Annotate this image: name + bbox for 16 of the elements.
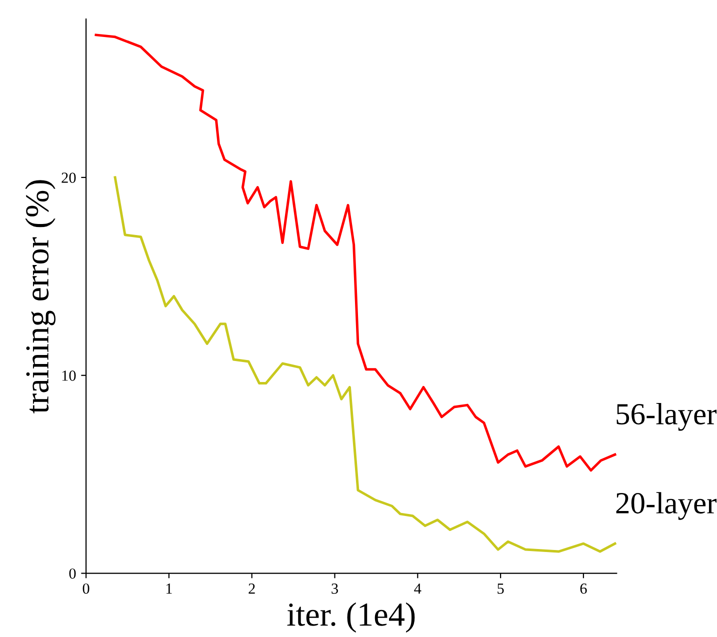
series-label: 56-layer [616,403,716,431]
x-tick-label: 1 [166,584,172,594]
x-tick-label: 6 [580,584,587,594]
x-tick-label: 5 [498,584,504,594]
x-tick-label: 0 [82,583,90,594]
y-tick-label: 10 [62,370,76,381]
x-tick-label: 3 [332,584,338,594]
x-tick-label: 4 [414,584,422,594]
y-axis-title: training error (%) [25,180,56,414]
series-label: 20-layer [616,492,716,520]
y-tick-label: 0 [69,568,76,579]
y-tick-label: 20 [62,172,76,183]
x-axis-title: iter. (1e4) [287,602,415,633]
line-series [114,176,616,553]
x-tick-label: 2 [248,584,255,594]
line-series [94,34,616,472]
